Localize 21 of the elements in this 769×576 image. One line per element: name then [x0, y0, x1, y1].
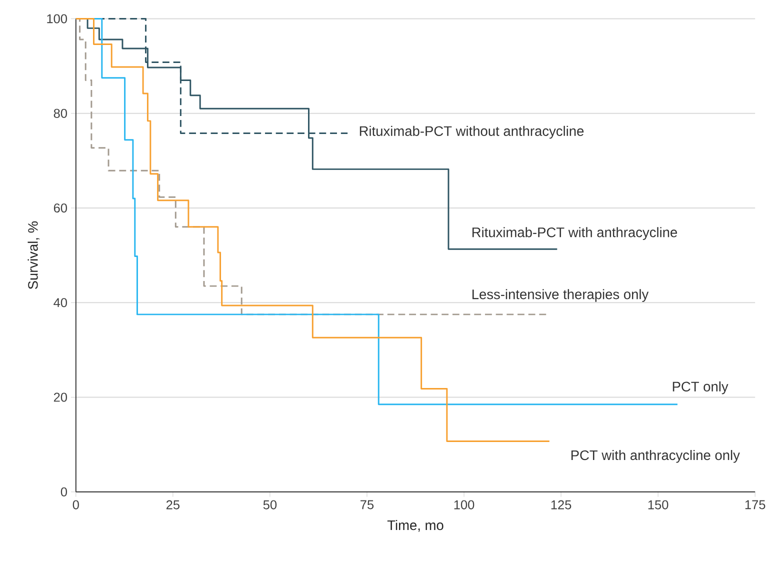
y-tick-label: 100	[47, 14, 68, 24]
x-tick-label: 0	[72, 500, 79, 510]
x-tick-label: 75	[360, 500, 374, 510]
x-axis-title: Time, mo	[387, 520, 444, 532]
x-tick-label: 50	[263, 500, 277, 510]
x-tick-label: 150	[648, 500, 668, 510]
x-tick-label: 125	[551, 500, 572, 510]
y-tick-label: 40	[54, 298, 68, 308]
y-tick-label: 80	[54, 108, 68, 118]
y-axis-title: Survival, %	[28, 222, 40, 290]
series-label: Rituximab-PCT without anthracycline	[360, 126, 584, 139]
y-tick-label: 20	[54, 392, 68, 402]
y-tick-label: 0	[60, 488, 68, 497]
y-tick-label: 60	[54, 204, 68, 213]
x-tick-label: 100	[454, 500, 474, 510]
series-label: PCT only	[672, 382, 728, 394]
x-tick-label: 175	[745, 500, 766, 510]
series-label: Less-intensive therapies only	[472, 289, 649, 302]
series-label: Rituximab-PCT with anthracycline	[472, 227, 678, 240]
x-tick-label: 25	[166, 500, 180, 510]
series-label: PCT with anthracycline only	[571, 450, 740, 463]
